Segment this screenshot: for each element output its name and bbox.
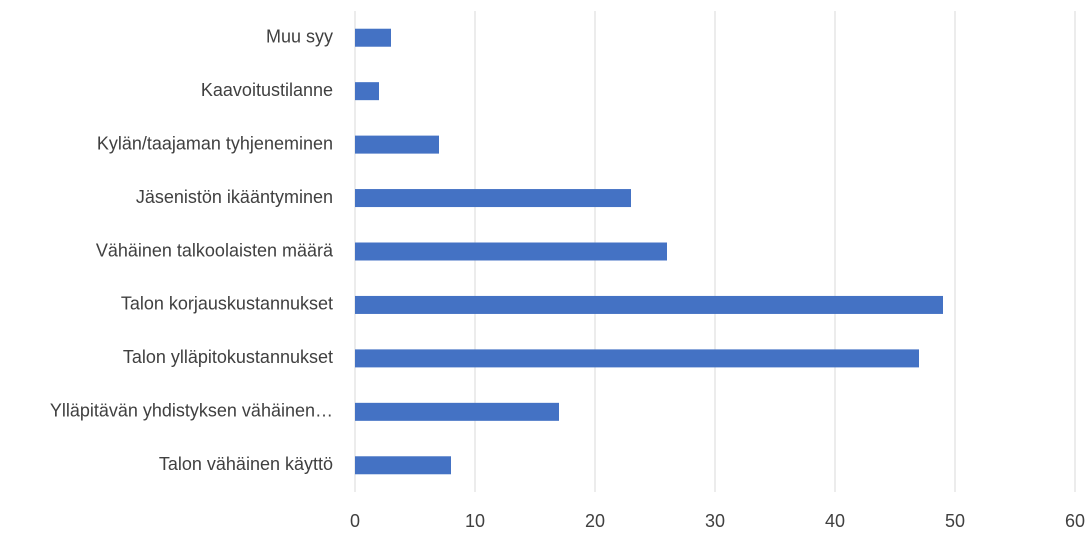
x-tick-label: 40 (825, 511, 845, 531)
bar (355, 402, 559, 421)
x-tick-label: 0 (350, 511, 360, 531)
x-tick-label: 50 (945, 511, 965, 531)
bar (355, 456, 451, 475)
y-tick-label: Jäsenistön ikääntyminen (136, 187, 333, 207)
bar (355, 135, 439, 154)
y-tick-label: Muu syy (266, 26, 333, 46)
y-tick-label: Ylläpitävän yhdistyksen vähäinen… (50, 401, 333, 421)
x-tick-label: 30 (705, 511, 725, 531)
bar (355, 189, 631, 208)
bar (355, 82, 379, 101)
bar (355, 242, 667, 261)
y-tick-label: Talon ylläpitokustannukset (123, 347, 333, 367)
bar (355, 349, 919, 368)
bar (355, 28, 391, 47)
y-tick-label: Kylän/taajaman tyhjeneminen (97, 133, 333, 153)
y-tick-label: Talon vähäinen käyttö (159, 454, 333, 474)
y-tick-label: Kaavoitustilanne (201, 80, 333, 100)
x-tick-label: 10 (465, 511, 485, 531)
x-tick-label: 60 (1065, 511, 1085, 531)
x-tick-label: 20 (585, 511, 605, 531)
y-tick-label: Talon korjauskustannukset (121, 294, 333, 314)
bar (355, 295, 943, 314)
y-tick-label: Vähäinen talkoolaisten määrä (96, 240, 334, 260)
